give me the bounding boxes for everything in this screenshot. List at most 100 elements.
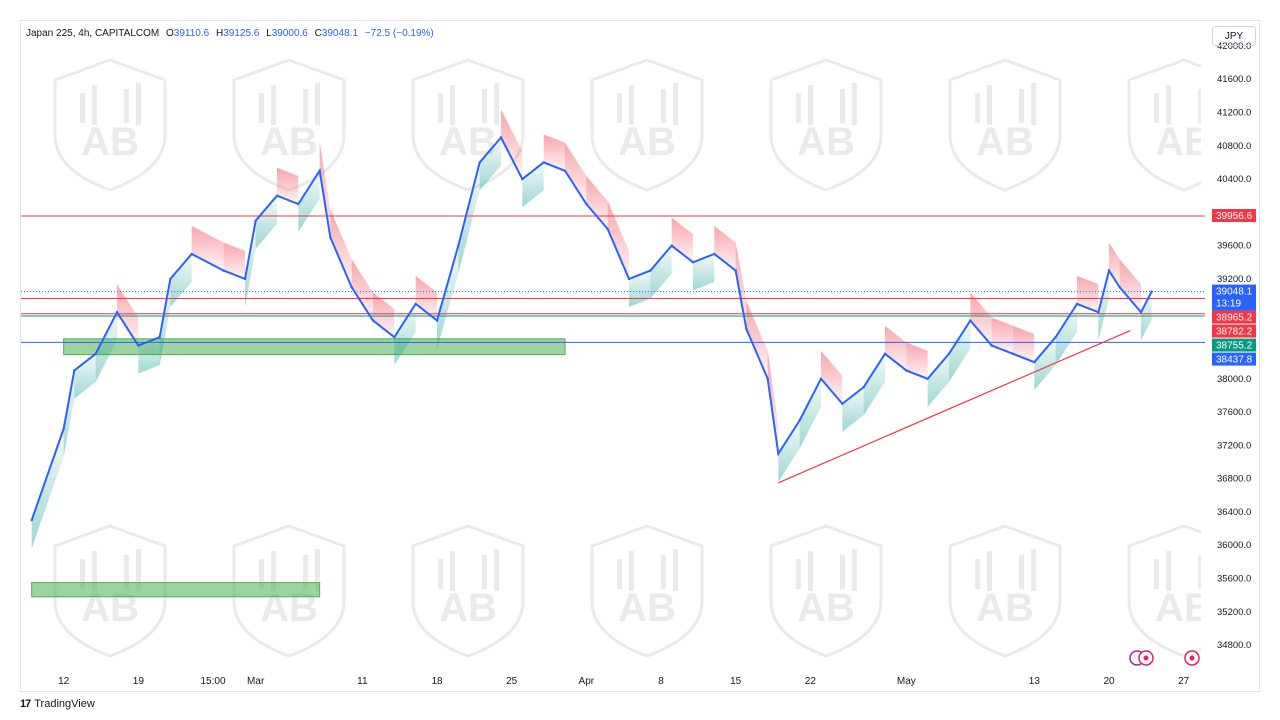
price-point (691, 261, 695, 264)
level-tag-5 (1212, 352, 1256, 366)
price-point (734, 269, 737, 272)
y-tick-label: 39600.0 (1217, 241, 1251, 252)
price-point (542, 161, 545, 164)
price-point (73, 369, 76, 372)
x-tick-label: 25 (506, 676, 518, 687)
price-point (30, 519, 33, 522)
trail-cloud-segment (1077, 275, 1099, 313)
trail-cloud-segment (319, 142, 331, 238)
x-tick-label: Apr (579, 676, 595, 687)
price-point (158, 335, 161, 339)
level-label-2: 38965.2 (1216, 313, 1253, 324)
y-tick-label: 41600.0 (1217, 74, 1251, 85)
chart-frame (20, 20, 1260, 692)
trail-cloud-segment (543, 134, 565, 171)
y-tick-label: 40400.0 (1217, 174, 1251, 185)
trail-cloud-segment (223, 242, 245, 279)
trail-cloud-segment (949, 320, 971, 382)
trail-cloud-segment (650, 245, 672, 299)
price-point (329, 236, 332, 239)
price-point (905, 369, 908, 372)
price-point (222, 269, 225, 272)
symbol-name[interactable]: Japan 225, 4h, CAPITALCOM (26, 28, 160, 39)
price-point (115, 311, 119, 314)
price-point (393, 335, 396, 339)
price-point (798, 419, 801, 422)
trail-cloud-segment (138, 337, 160, 374)
price-point (318, 169, 321, 172)
trail-cloud-segment (31, 428, 64, 549)
price-point (350, 286, 353, 289)
trail-cloud-segment (277, 167, 299, 205)
trail-cloud-segment (191, 225, 224, 271)
trail-cloud-segment (885, 325, 907, 371)
demand-zone-2 (31, 582, 321, 598)
alert-markers[interactable] (1129, 650, 1200, 666)
price-point (1054, 335, 1057, 339)
open-label: O (166, 28, 174, 39)
x-tick-label: 15:00 (200, 676, 225, 687)
trail-cloud-segment (159, 278, 171, 366)
trail-cloud-segment (74, 353, 96, 399)
trail-cloud-segment (693, 253, 715, 291)
trail-cloud-segment (970, 292, 992, 346)
price-point (1011, 352, 1015, 356)
trail-cloud-segment (522, 162, 544, 208)
y-tick-label: 40800.0 (1217, 141, 1251, 152)
y-tick-label: 36800.0 (1217, 474, 1251, 485)
trail-cloud-segment (778, 420, 800, 482)
y-tick-label: 35200.0 (1217, 607, 1251, 618)
trail-cloud-segment (1119, 259, 1141, 313)
price-point (435, 319, 439, 322)
high-value: 39125.6 (223, 28, 260, 39)
price-point (990, 344, 993, 347)
trail-cloud-segment (170, 253, 192, 307)
level-label-3: 38782.2 (1216, 327, 1253, 338)
trail-cloud-segment (1013, 325, 1035, 363)
price-point (190, 252, 193, 256)
price-point (62, 427, 65, 430)
trail-cloud-segment (298, 170, 320, 233)
current-price-tag (1212, 284, 1256, 311)
price-point (169, 277, 172, 281)
x-tick-label: 13 (1029, 676, 1041, 687)
price-point (766, 377, 769, 380)
footer-brand[interactable]: 17 TradingView (20, 698, 95, 710)
currency-button[interactable]: JPY (1212, 26, 1256, 46)
price-point (627, 277, 631, 281)
price-point (499, 136, 503, 139)
trail-cloud-segment (255, 195, 277, 249)
trail-cloud-segment (1109, 242, 1120, 288)
trail-cloud-segment (906, 342, 928, 379)
trail-cloud-segment (330, 209, 352, 288)
price-point (1075, 302, 1079, 306)
trail-cloud-segment (671, 217, 693, 263)
price-point (1097, 311, 1100, 314)
symbol-legend: Japan 225, 4h, CAPITALCOM O39110.6 H3912… (26, 28, 434, 39)
price-point (457, 244, 460, 247)
trail-cloud-segment (991, 317, 1013, 354)
price-point (1107, 269, 1111, 272)
level-tag-1 (1212, 208, 1256, 222)
price-point (243, 277, 247, 281)
price-point (371, 319, 375, 322)
x-tick-label: 11 (357, 676, 368, 687)
open-value: 39110.6 (173, 28, 210, 39)
price-point (777, 452, 780, 455)
trail-cloud-segment (821, 350, 843, 404)
x-tick-label: 22 (805, 676, 817, 687)
trendline (778, 329, 1131, 484)
trail-cloud-segment (245, 220, 256, 307)
close-label: C (314, 28, 322, 39)
level-label-5: 38437.8 (1216, 355, 1253, 366)
x-tick-label: 8 (658, 676, 664, 687)
level-tag-3 (1212, 324, 1256, 338)
price-point (1139, 311, 1143, 314)
tradingview-logo-icon: 17 (20, 698, 31, 710)
x-tick-label: 18 (431, 676, 443, 687)
trail-cloud-segment (63, 370, 75, 457)
level-label-4: 38755.2 (1216, 341, 1253, 352)
price-point (670, 244, 673, 247)
trail-cloud-segment (394, 303, 416, 366)
